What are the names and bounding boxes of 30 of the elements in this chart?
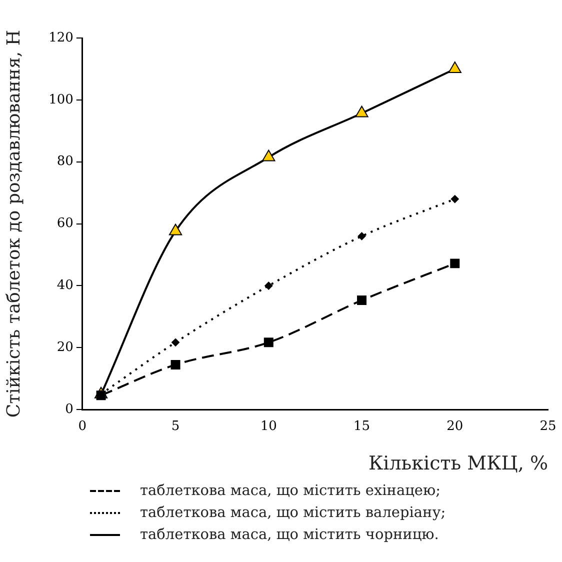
point [450, 195, 459, 204]
point [358, 232, 366, 240]
y-tick-label: 0 [65, 402, 74, 417]
legend-label: таблеткова маса, що містить валеріану; [140, 505, 446, 521]
y-tick-label: 80 [56, 154, 74, 170]
legend-label: таблеткова маса, що містить чорницю. [140, 527, 439, 543]
x-tick-label: 25 [540, 418, 556, 434]
y-tick-label: 100 [48, 92, 74, 108]
point [448, 61, 462, 73]
legend-label: таблеткова маса, що містить ехінацею; [140, 483, 441, 499]
point [264, 282, 273, 290]
y-tick-label: 20 [56, 340, 74, 356]
y-tick-label: 60 [56, 216, 74, 232]
x-tick-label: 0 [78, 418, 87, 434]
point [355, 106, 368, 118]
y-tick-label: 40 [56, 278, 74, 294]
point [357, 296, 367, 306]
x-tick-label: 15 [353, 418, 370, 434]
point [170, 360, 180, 370]
point [264, 338, 274, 348]
x-tick-label: 10 [260, 418, 277, 434]
x-axis-title: Кількість МКЦ, % [368, 452, 548, 475]
point [172, 338, 180, 346]
point [450, 258, 460, 268]
y-tick-label: 120 [48, 30, 74, 46]
point [168, 224, 182, 236]
y-axis-title: Стійкість таблеток до роздавлювання, Н [3, 30, 24, 418]
x-tick-label: 20 [446, 418, 464, 434]
x-tick-label: 5 [171, 418, 180, 434]
point [262, 150, 276, 162]
